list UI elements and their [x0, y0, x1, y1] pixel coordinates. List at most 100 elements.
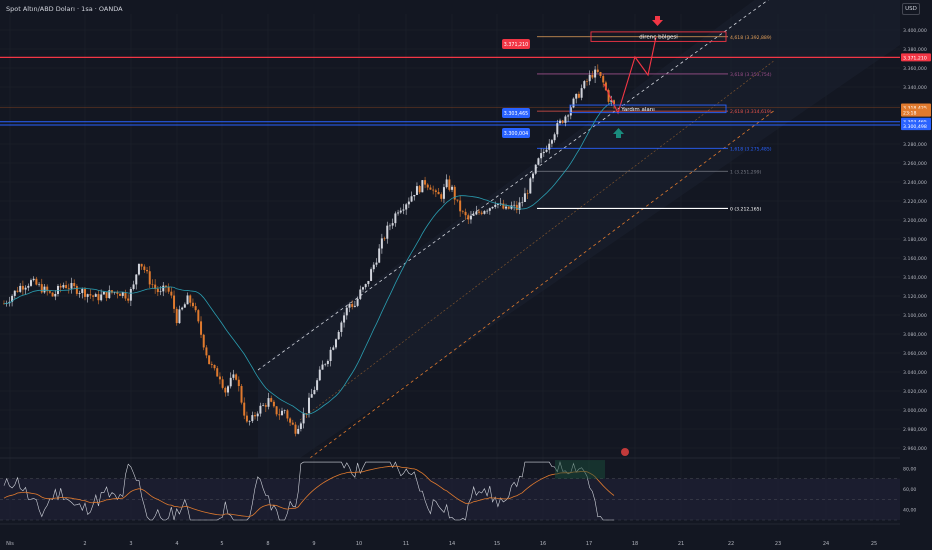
candle-body [259, 405, 262, 414]
candle-body [81, 288, 84, 294]
candle-body [256, 413, 259, 417]
candle-body [48, 291, 51, 293]
time-axis[interactable]: Nis 2 3 4 5 8 9 10 11 14 15 16 17 18 21 22 23 24 25 [0, 523, 900, 547]
down-arrow-icon [652, 16, 663, 26]
candle-body [237, 379, 240, 387]
price-tick-label: 3.040,000 [903, 370, 927, 376]
fib-level-label: 0 (3.212,165) [730, 206, 762, 212]
candle-body [62, 285, 65, 288]
candle-body [480, 212, 483, 214]
candle-body [308, 397, 310, 414]
candle-body [159, 291, 162, 293]
candle-body [502, 203, 505, 209]
candle-body [564, 116, 567, 123]
level-tag-bg [502, 108, 530, 118]
candle-body [456, 199, 459, 201]
price-axis[interactable]: 3.400,0003.380,0003.360,0003.340,0003.32… [900, 0, 932, 550]
horizontal-levels [0, 56, 900, 126]
candle-body [24, 287, 27, 290]
candle-body [65, 285, 68, 289]
candle-body [181, 307, 184, 310]
candle-body [281, 410, 284, 416]
candle-body [359, 289, 362, 299]
candle-body [235, 374, 238, 380]
candle-body [380, 238, 383, 249]
level-tag-bg [502, 39, 530, 49]
time-tick-label: 21 [678, 541, 684, 547]
price-tick-label: 3.340,000 [903, 85, 927, 91]
candle-body [162, 285, 165, 292]
time-tick-label: 10 [356, 541, 362, 547]
price-tick-label: 3.240,000 [903, 180, 927, 186]
time-tick-label: 2 [83, 541, 86, 547]
candle-body [472, 214, 475, 216]
candle-body [240, 386, 243, 403]
candle-body [224, 387, 227, 393]
candle-body [399, 210, 402, 213]
candle-body [596, 69, 599, 73]
time-tick-label: 17 [586, 541, 592, 547]
candle-body [83, 288, 86, 297]
candle-body [194, 306, 197, 311]
currency-button[interactable]: USD [902, 3, 920, 15]
candle-body [105, 291, 108, 299]
candle-body [367, 280, 370, 285]
level-tag-label: 3.303,465 [504, 111, 528, 117]
fib-level-label: 2,618 (3.314,619) [730, 109, 772, 115]
candle-body [402, 209, 405, 211]
candle-body [305, 413, 308, 414]
candle-body [599, 72, 602, 77]
candle-body [505, 206, 508, 209]
candle-body [289, 418, 292, 423]
candle-body [43, 286, 46, 293]
candle-body [3, 303, 5, 305]
candle-body [267, 398, 270, 407]
candle-body [459, 200, 462, 212]
candle-body [283, 410, 286, 411]
candle-body [510, 205, 513, 209]
rsi-tick-label: 80,00 [903, 466, 916, 472]
time-tick-label: 23 [775, 541, 781, 547]
candle-body [394, 213, 397, 224]
candle-body [70, 283, 73, 289]
candle-body [407, 201, 410, 205]
candle-body [364, 284, 367, 288]
candle-body [32, 278, 35, 281]
fib-level-label: 1 (3.251,299) [730, 169, 762, 175]
candle-body [143, 266, 146, 270]
candlestick-series [3, 64, 615, 437]
candle-body [588, 74, 591, 82]
candle-body [513, 204, 516, 206]
candle-body [146, 269, 149, 272]
price-tick-label: 2.980,000 [903, 427, 927, 433]
candle-body [386, 225, 389, 239]
candle-body [75, 286, 78, 294]
candle-body [59, 285, 62, 288]
fibonacci-extension: 4,618 (3.392,889) 3,618 (3.353,754) 2,618 … [537, 35, 772, 212]
candle-body [488, 208, 491, 211]
rsi-overbought-fill [555, 460, 605, 479]
candle-body [29, 280, 32, 286]
candle-body [478, 211, 481, 213]
candle-body [567, 115, 570, 117]
candle-body [254, 415, 257, 417]
candle-body [426, 184, 429, 188]
candle-body [154, 284, 157, 289]
rsi-tick-label: 40,00 [903, 508, 916, 514]
candle-body [521, 201, 524, 203]
candle-body [351, 303, 354, 307]
candle-body [437, 191, 440, 195]
candle-body [310, 394, 313, 398]
candle-body [108, 290, 111, 299]
candle-body [491, 206, 494, 209]
candle-body [248, 421, 251, 422]
candle-body [545, 149, 548, 152]
time-tick-label: 8 [266, 541, 269, 547]
price-tick-label: 3.160,000 [903, 256, 927, 262]
candle-body [542, 151, 545, 154]
zone-label: Yardım alanı [620, 107, 655, 113]
price-tick-label: 3.400,000 [903, 28, 927, 34]
candle-body [170, 291, 173, 296]
time-tick-label: 9 [312, 541, 315, 547]
